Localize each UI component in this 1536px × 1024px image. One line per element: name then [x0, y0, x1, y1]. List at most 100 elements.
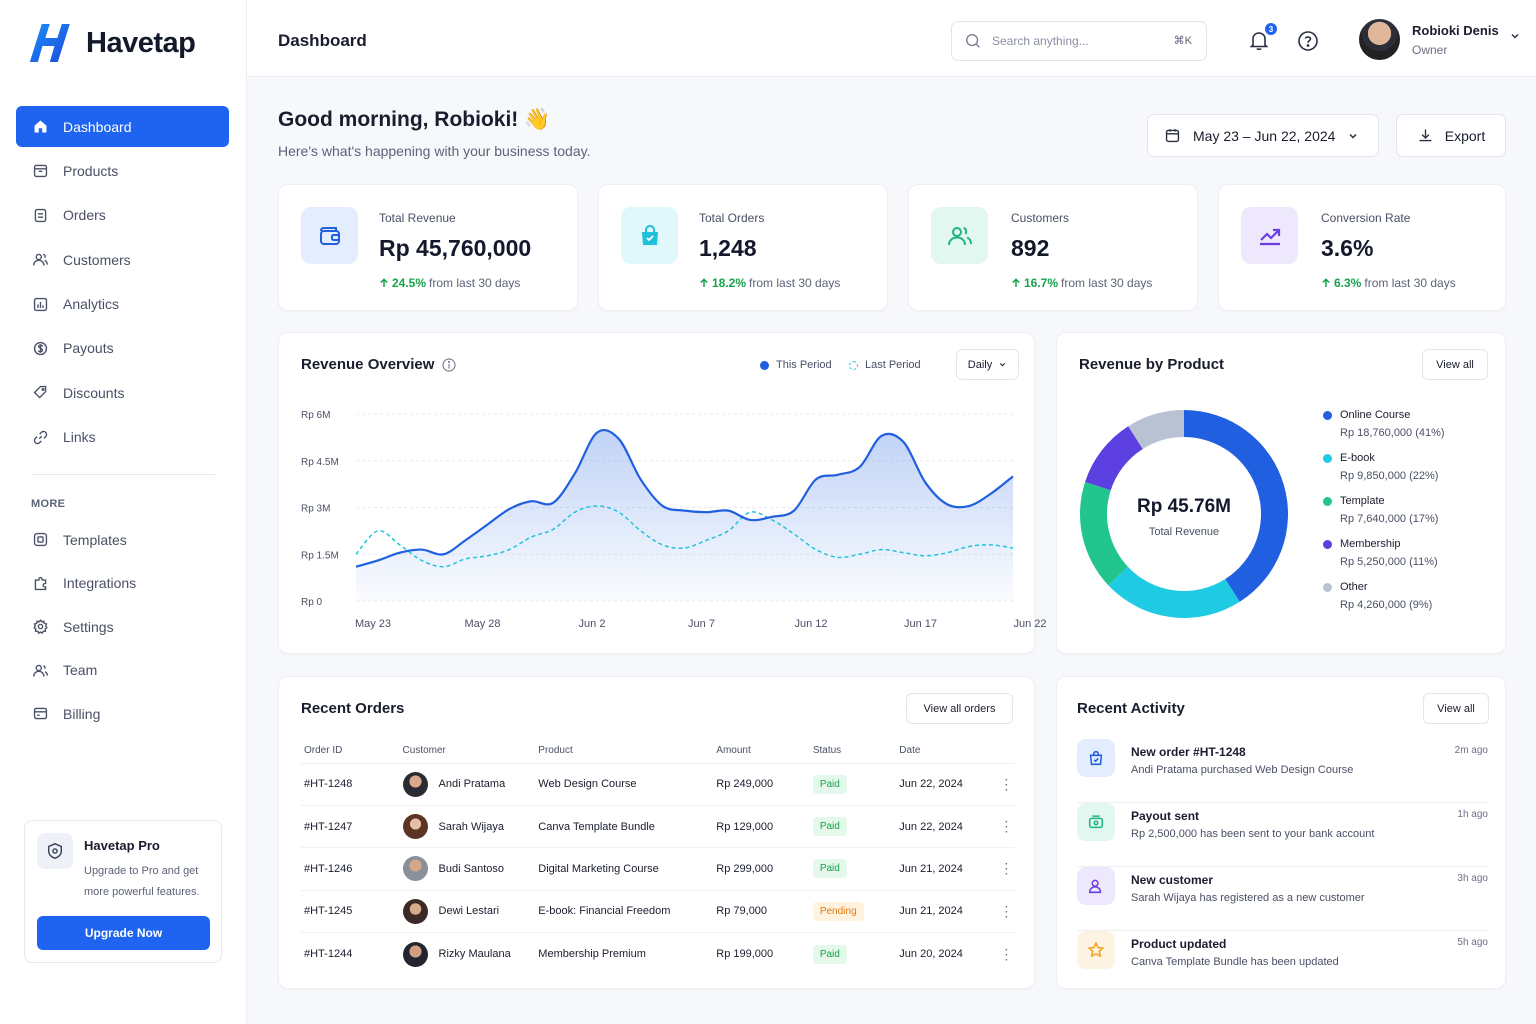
activity-item[interactable]: Payout sent Rp 2,500,000 has been sent t…: [1077, 803, 1488, 867]
export-button[interactable]: Export: [1396, 114, 1506, 157]
row-menu-icon[interactable]: ⋮: [994, 847, 1015, 891]
column-header-actions: [994, 739, 1015, 764]
donut-slice-template[interactable]: [1080, 481, 1128, 586]
stat-change-value: 16.7%: [1024, 276, 1059, 290]
more-nav: Templates Integrations Settings Team Bil…: [16, 519, 229, 737]
order-date: Jun 21, 2024: [896, 890, 995, 934]
row-menu-icon[interactable]: ⋮: [994, 763, 1015, 806]
sidebar-item-products[interactable]: Products: [16, 150, 229, 191]
table-row[interactable]: #HT-1244 Rizky Maulana Membership Premiu…: [301, 933, 1015, 975]
series-area-this-period: [356, 430, 1013, 601]
legend-name: Online Course: [1340, 409, 1411, 421]
sidebar-item-label: Dashboard: [63, 118, 132, 135]
shopping-bag-icon: [621, 207, 678, 264]
sidebar-item-settings[interactable]: Settings: [16, 606, 229, 647]
order-id: #HT-1247: [301, 805, 400, 849]
series-line-last-period: [355, 505, 1014, 568]
activity-item[interactable]: New customer Sarah Wijaya has registered…: [1077, 867, 1488, 931]
donut-slice-online-course[interactable]: [1184, 410, 1288, 602]
sidebar-item-team[interactable]: Team: [16, 650, 229, 691]
donut-slice-other[interactable]: [1128, 410, 1184, 449]
legend-name: Other: [1340, 581, 1368, 593]
status-badge: Paid: [812, 774, 847, 794]
stat-card-orders: Total Orders 1,248 18.2% from last 30 da…: [598, 184, 888, 311]
search-input[interactable]: [992, 34, 1152, 48]
product-name: Web Design Course: [535, 763, 714, 806]
view-all-activity-button[interactable]: View all: [1423, 693, 1489, 724]
activity-item[interactable]: New order #HT-1248 Andi Pratama purchase…: [1077, 739, 1488, 803]
sidebar-item-discounts[interactable]: Discounts: [16, 372, 229, 413]
row-menu-icon[interactable]: ⋮: [994, 890, 1015, 934]
sidebar-item-billing[interactable]: Billing: [16, 693, 229, 734]
legend-swatch: [1323, 539, 1332, 549]
activity-title: Payout sent: [1131, 809, 1200, 823]
legend-swatch: [760, 360, 769, 370]
x-tick-label: Jun 17: [904, 618, 937, 630]
view-all-products-button[interactable]: View all: [1422, 349, 1488, 380]
sidebar-item-customers[interactable]: Customers: [16, 239, 229, 280]
help-button[interactable]: [1297, 30, 1319, 52]
sidebar-item-orders[interactable]: Orders: [16, 195, 229, 236]
row-menu-icon[interactable]: ⋮: [994, 805, 1015, 849]
arrow-up-icon: [1012, 278, 1020, 287]
search-shortcut: ⌘K: [1173, 35, 1192, 47]
search-box[interactable]: ⌘K: [951, 21, 1207, 61]
search-icon: [965, 33, 980, 48]
row-menu-icon[interactable]: ⋮: [999, 945, 1014, 962]
x-tick-label: May 23: [355, 618, 391, 630]
user-menu[interactable]: Robioki Denis Owner: [1359, 19, 1521, 60]
logo[interactable]: Havetap: [30, 22, 196, 64]
stat-label: Total Orders: [699, 211, 765, 225]
legend-value: Rp 5,250,000 (11%): [1340, 556, 1438, 568]
x-tick-label: Jun 2: [579, 618, 606, 630]
app-name: Havetap: [86, 26, 196, 59]
recent-orders-card: Recent Orders View all orders Order ID C…: [278, 676, 1035, 989]
order-date: Jun 20, 2024: [899, 948, 963, 960]
activity-description: Canva Template Bundle has been updated: [1131, 956, 1339, 968]
column-header: Amount: [713, 739, 810, 764]
date-range-label: May 23 – Jun 22, 2024: [1193, 127, 1336, 144]
info-icon[interactable]: [442, 357, 457, 372]
donut-slice-e-book[interactable]: [1108, 566, 1240, 618]
activity-item[interactable]: Product updated Canva Template Bundle ha…: [1077, 931, 1488, 995]
sidebar-item-payouts[interactable]: Payouts: [16, 328, 229, 369]
x-tick-label: Jun 12: [794, 618, 827, 630]
donut-slice-membership[interactable]: [1085, 426, 1143, 491]
box-icon: [33, 165, 48, 178]
avatar: [402, 814, 428, 840]
star-icon: [1077, 931, 1115, 969]
page-title: Dashboard: [278, 31, 367, 50]
table-row[interactable]: #HT-1248 Andi Pratama Web Design Course …: [301, 763, 1015, 806]
sidebar-item-label: Analytics: [63, 296, 120, 313]
column-header: Product: [535, 739, 714, 764]
avatar: [402, 941, 428, 967]
customer-name: Budi Santoso: [438, 862, 504, 875]
notifications-button[interactable]: [1248, 29, 1270, 51]
avatar: [402, 856, 428, 882]
granularity-select[interactable]: Daily: [956, 349, 1019, 380]
sidebar-item-label: Payouts: [63, 340, 114, 357]
legend-value: Rp 4,260,000 (9%): [1340, 599, 1433, 611]
stat-change-value: 24.5%: [392, 276, 427, 290]
sidebar-item-links[interactable]: Links: [16, 417, 229, 458]
sidebar-item-analytics[interactable]: Analytics: [16, 284, 229, 325]
date-range-picker[interactable]: May 23 – Jun 22, 2024: [1147, 114, 1379, 157]
sidebar-item-label: Orders: [63, 207, 106, 224]
sidebar-item-label: Links: [63, 429, 96, 446]
view-all-orders-button[interactable]: View all orders: [906, 693, 1013, 724]
table-row[interactable]: #HT-1246 Budi Santoso Digital Marketing …: [301, 847, 1015, 891]
upgrade-now-button[interactable]: Upgrade Now: [37, 916, 210, 950]
y-tick-label: Rp 0: [301, 597, 323, 608]
table-row[interactable]: #HT-1247 Sarah Wijaya Canva Template Bun…: [301, 805, 1015, 849]
avatar: [402, 898, 428, 924]
legend-swatch: [849, 360, 858, 370]
sidebar-item-templates[interactable]: Templates: [16, 519, 229, 560]
donut-legend: Online Course Rp 18,760,000 (41%) E-book…: [1323, 409, 1445, 624]
user-role: Owner: [1412, 42, 1448, 57]
sidebar-item-dashboard[interactable]: Dashboard: [16, 106, 229, 147]
legend-other: Other Rp 4,260,000 (9%): [1323, 581, 1445, 611]
activity-time: 5h ago: [1457, 937, 1488, 948]
table-row[interactable]: #HT-1245 Dewi Lestari E-book: Financial …: [301, 890, 1015, 934]
sidebar-item-integrations[interactable]: Integrations: [16, 563, 229, 604]
order-id: #HT-1244: [304, 948, 353, 960]
